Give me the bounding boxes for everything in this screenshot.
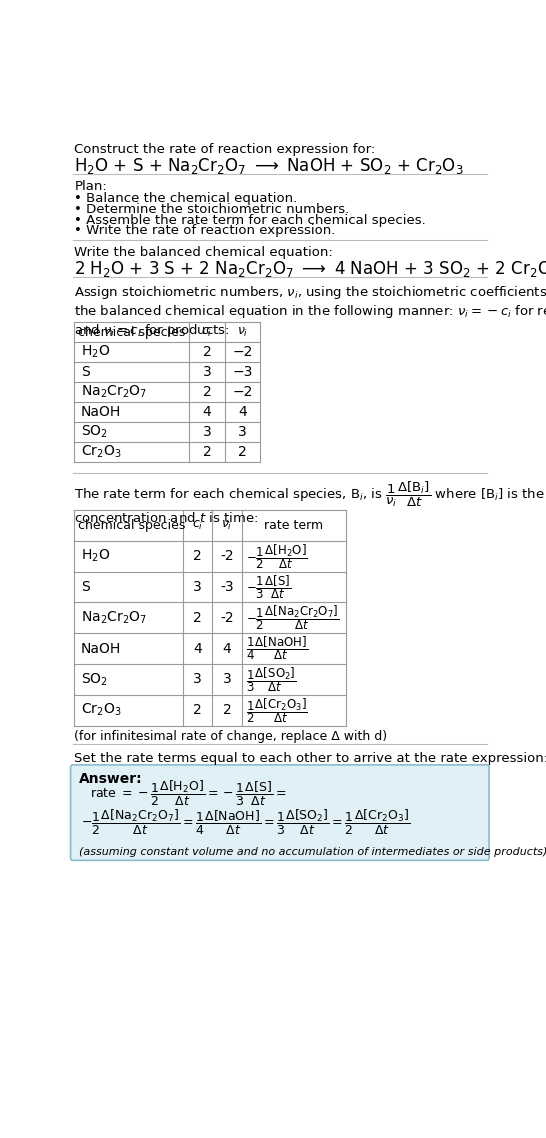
Text: rate term: rate term — [264, 519, 323, 531]
Text: 3: 3 — [203, 426, 211, 439]
Text: 3: 3 — [193, 580, 202, 594]
Text: Construct the rate of reaction expression for:: Construct the rate of reaction expressio… — [74, 142, 376, 156]
Text: • Balance the chemical equation.: • Balance the chemical equation. — [74, 192, 298, 205]
Text: (for infinitesimal rate of change, replace Δ with d): (for infinitesimal rate of change, repla… — [74, 731, 388, 743]
Text: H$_2$O + S + Na$_2$Cr$_2$O$_7$ $\longrightarrow$ NaOH + SO$_2$ + Cr$_2$O$_3$: H$_2$O + S + Na$_2$Cr$_2$O$_7$ $\longrig… — [74, 156, 464, 175]
Text: chemical species: chemical species — [78, 519, 186, 531]
Text: H$_2$O: H$_2$O — [81, 549, 110, 564]
Text: 4: 4 — [203, 405, 211, 419]
Text: 3: 3 — [238, 426, 247, 439]
Text: NaOH: NaOH — [81, 642, 121, 655]
Text: 2: 2 — [203, 385, 211, 399]
Text: $\nu_i$: $\nu_i$ — [222, 519, 233, 531]
Text: S: S — [81, 580, 90, 594]
Text: $\nu_i$: $\nu_i$ — [237, 325, 248, 339]
Text: −2: −2 — [233, 345, 253, 360]
Text: $\dfrac{1}{3} \dfrac{\Delta[\mathrm{SO_2}]}{\Delta t}$: $\dfrac{1}{3} \dfrac{\Delta[\mathrm{SO_2… — [246, 665, 297, 694]
Text: 2: 2 — [193, 550, 202, 563]
Text: • Determine the stoichiometric numbers.: • Determine the stoichiometric numbers. — [74, 203, 349, 216]
Text: The rate term for each chemical species, B$_i$, is $\dfrac{1}{\nu_i}\dfrac{\Delt: The rate term for each chemical species,… — [74, 479, 546, 525]
Text: −3: −3 — [233, 365, 253, 379]
Text: NaOH: NaOH — [81, 405, 121, 419]
Text: S: S — [81, 365, 90, 379]
FancyBboxPatch shape — [70, 765, 489, 860]
Text: 4: 4 — [238, 405, 247, 419]
Text: $-\dfrac{1}{2}\dfrac{\Delta[\mathrm{Na_2Cr_2O_7}]}{\Delta t} = \dfrac{1}{4}\dfra: $-\dfrac{1}{2}\dfrac{\Delta[\mathrm{Na_2… — [81, 808, 410, 838]
Text: 3: 3 — [223, 673, 232, 686]
Text: Na$_2$Cr$_2$O$_7$: Na$_2$Cr$_2$O$_7$ — [81, 384, 147, 401]
Text: chemical species: chemical species — [78, 325, 186, 339]
Text: SO$_2$: SO$_2$ — [81, 424, 108, 440]
Text: Na$_2$Cr$_2$O$_7$: Na$_2$Cr$_2$O$_7$ — [81, 610, 147, 626]
Text: 2: 2 — [193, 611, 202, 625]
Text: • Write the rate of reaction expression.: • Write the rate of reaction expression. — [74, 224, 336, 238]
Text: 3: 3 — [203, 365, 211, 379]
Text: 4: 4 — [193, 642, 202, 655]
Text: -2: -2 — [221, 550, 234, 563]
Text: Answer:: Answer: — [79, 772, 143, 786]
Text: -3: -3 — [221, 580, 234, 594]
Text: (assuming constant volume and no accumulation of intermediates or side products): (assuming constant volume and no accumul… — [79, 848, 546, 857]
Text: 4: 4 — [223, 642, 232, 655]
Text: $-\dfrac{1}{3} \dfrac{\Delta[\mathrm{S}]}{\Delta t}$: $-\dfrac{1}{3} \dfrac{\Delta[\mathrm{S}]… — [246, 574, 292, 601]
Text: Cr$_2$O$_3$: Cr$_2$O$_3$ — [81, 444, 121, 461]
Text: H$_2$O: H$_2$O — [81, 344, 110, 361]
Text: Write the balanced chemical equation:: Write the balanced chemical equation: — [74, 246, 333, 259]
Text: • Assemble the rate term for each chemical species.: • Assemble the rate term for each chemic… — [74, 214, 426, 226]
Text: 2: 2 — [223, 703, 232, 717]
Text: $\dfrac{1}{2} \dfrac{\Delta[\mathrm{Cr_2O_3}]}{\Delta t}$: $\dfrac{1}{2} \dfrac{\Delta[\mathrm{Cr_2… — [246, 695, 308, 725]
Text: 2: 2 — [203, 345, 211, 360]
Text: $c_i$: $c_i$ — [201, 325, 212, 339]
Text: Plan:: Plan: — [74, 181, 107, 193]
Text: Assign stoichiometric numbers, $\nu_i$, using the stoichiometric coefficients, $: Assign stoichiometric numbers, $\nu_i$, … — [74, 283, 546, 339]
Text: $\dfrac{1}{4} \dfrac{\Delta[\mathrm{NaOH}]}{\Delta t}$: $\dfrac{1}{4} \dfrac{\Delta[\mathrm{NaOH… — [246, 635, 308, 662]
Text: Set the rate terms equal to each other to arrive at the rate expression:: Set the rate terms equal to each other t… — [74, 752, 546, 765]
Text: SO$_2$: SO$_2$ — [81, 671, 108, 687]
Text: $-\dfrac{1}{2} \dfrac{\Delta[\mathrm{H_2O}]}{\Delta t}$: $-\dfrac{1}{2} \dfrac{\Delta[\mathrm{H_2… — [246, 542, 308, 570]
Text: 2: 2 — [193, 703, 202, 717]
Text: 2: 2 — [238, 445, 247, 460]
Text: -2: -2 — [221, 611, 234, 625]
Text: −2: −2 — [233, 385, 253, 399]
Text: rate $= -\dfrac{1}{2}\dfrac{\Delta[\mathrm{H_2O}]}{\Delta t} = -\dfrac{1}{3}\dfr: rate $= -\dfrac{1}{2}\dfrac{\Delta[\math… — [90, 778, 286, 808]
Text: $c_i$: $c_i$ — [192, 519, 203, 531]
Text: Cr$_2$O$_3$: Cr$_2$O$_3$ — [81, 702, 121, 718]
Text: $-\dfrac{1}{2} \dfrac{\Delta[\mathrm{Na_2Cr_2O_7}]}{\Delta t}$: $-\dfrac{1}{2} \dfrac{\Delta[\mathrm{Na_… — [246, 603, 340, 633]
Text: 2 H$_2$O + 3 S + 2 Na$_2$Cr$_2$O$_7$ $\longrightarrow$ 4 NaOH + 3 SO$_2$ + 2 Cr$: 2 H$_2$O + 3 S + 2 Na$_2$Cr$_2$O$_7$ $\l… — [74, 259, 546, 279]
Text: 3: 3 — [193, 673, 202, 686]
Text: 2: 2 — [203, 445, 211, 460]
